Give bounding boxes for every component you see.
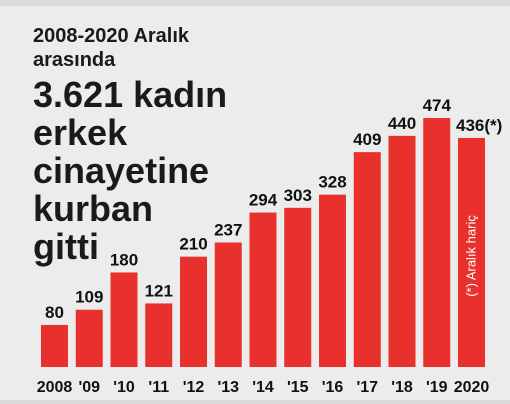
bottom-border: [0, 400, 510, 404]
x-tick-label-11: '19: [426, 379, 448, 396]
bar-note: (*) Aralık hariç: [464, 215, 479, 297]
bar-6: [249, 212, 277, 367]
value-label-7: 303: [284, 186, 312, 205]
value-label-10: 440: [388, 114, 416, 133]
top-border: [0, 0, 510, 6]
bar-4: [180, 256, 207, 367]
value-label-9: 409: [353, 130, 381, 149]
x-tick-label-1: '09: [78, 379, 100, 396]
x-tick-label-6: '14: [252, 379, 274, 396]
headline-line-4: kurban: [33, 188, 154, 229]
headline: 3.621 kadın erkek cinayetine kurban gitt…: [33, 76, 283, 266]
value-label-2: 180: [110, 250, 138, 269]
x-tick-label-4: '12: [183, 379, 205, 396]
bar-8: [319, 194, 346, 367]
headline-line-5: gitti: [33, 226, 99, 267]
bar-12: [458, 137, 485, 367]
intro-line-1: 2008-2020 Aralık: [33, 25, 190, 47]
headline-line-3: cinayetine: [33, 150, 210, 191]
headline-line-1: 3.621 kadın: [33, 74, 228, 115]
x-tick-label-10: '18: [391, 379, 413, 396]
x-tick-label-12: 2020: [454, 379, 490, 396]
x-tick-label-7: '15: [287, 379, 309, 396]
bar-10: [388, 135, 416, 367]
value-label-6: 294: [249, 191, 278, 210]
value-label-0: 80: [45, 303, 64, 322]
bar-11: [423, 118, 451, 367]
bar-0: [41, 324, 68, 367]
value-label-3: 121: [145, 281, 173, 300]
bar-3: [145, 303, 173, 367]
value-label-5: 237: [214, 221, 242, 240]
x-tick-label-0: 2008: [37, 379, 73, 396]
x-tick-label-8: '16: [322, 379, 344, 396]
bar-1: [75, 309, 103, 367]
bar-9: [353, 152, 381, 367]
bar-2: [110, 272, 138, 367]
x-tick-label-5: '13: [217, 379, 239, 396]
x-tick-label-9: '17: [356, 379, 378, 396]
intro-line-2: arasında: [33, 49, 116, 71]
value-label-4: 210: [179, 235, 207, 254]
value-label-1: 109: [75, 288, 103, 307]
bar-7: [284, 207, 312, 367]
headline-line-2: erkek: [33, 112, 128, 153]
value-label-11: 474: [423, 96, 452, 115]
value-label-12: 436(*): [456, 116, 502, 135]
bar-5: [214, 242, 242, 367]
value-label-8: 328: [318, 173, 346, 192]
x-tick-label-2: '10: [113, 379, 135, 396]
x-tick-label-3: '11: [148, 379, 169, 396]
